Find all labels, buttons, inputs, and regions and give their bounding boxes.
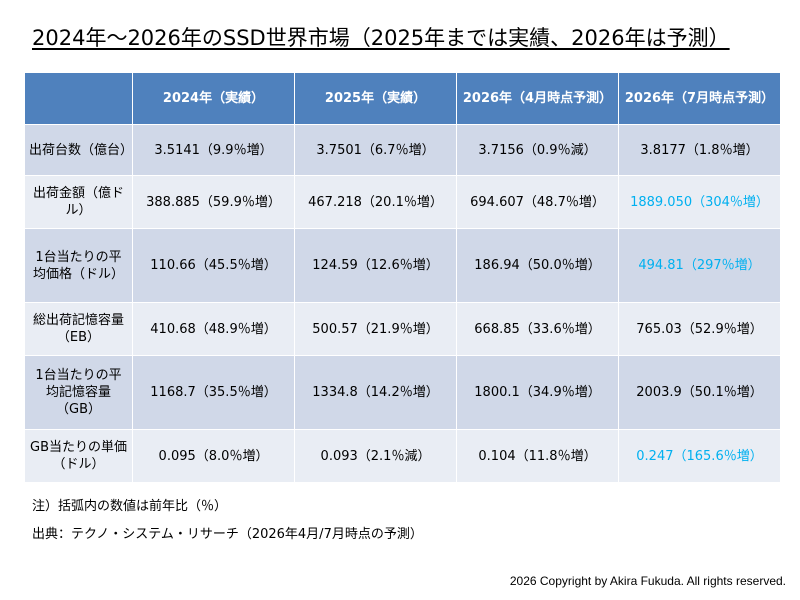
table-cell: 0.104（11.8％増） [456,429,619,483]
copyright-notice: 2026 Copyright by Akira Fukuda. All righ… [509,574,786,588]
table-cell: 3.7501（6.7％増） [294,124,457,176]
header-2024: 2024年（実績） [132,72,295,125]
table-cell: 1334.8（14.2％増） [294,355,457,430]
table-cell: 410.68（48.9％増） [132,302,295,356]
table-cell: 388.885（59.9％増） [132,175,295,229]
page-title: 2024年～2026年のSSD世界市場（2025年までは実績、2026年は予測） [32,26,730,50]
table-cell: 1800.1（34.9％増） [456,355,619,430]
header-2025: 2025年（実績） [294,72,457,125]
table-row: 1台当たりの平均価格（ドル） 110.66（45.5％増） 124.59（12.… [24,228,781,303]
table-cell: 765.03（52.9％増） [618,302,781,356]
table-cell-highlighted: 494.81（297％増） [618,228,781,303]
table-cell: 3.7156（0.9％減） [456,124,619,176]
footnote: 注）括弧内の数値は前年比（％） [32,499,228,514]
row-label-average-capacity: 1台当たりの平均記憶容量（GB） [24,355,133,430]
header-corner [24,72,133,125]
table-cell: 3.5141（9.9％増） [132,124,295,176]
table-row: 1台当たりの平均記憶容量（GB） 1168.7（35.5％増） 1334.8（1… [24,355,781,430]
table-cell: 2003.9（50.1％増） [618,355,781,430]
table-cell: 694.607（48.7％増） [456,175,619,229]
table-cell: 1168.7（35.5％増） [132,355,295,430]
table-row: 出荷台数（億台） 3.5141（9.9％増） 3.7501（6.7％増） 3.7… [24,124,781,176]
table-row: GB当たりの単価（ドル） 0.095（8.0％増） 0.093（2.1％減） 0… [24,429,781,483]
table-cell: 668.85（33.6％増） [456,302,619,356]
table-cell: 0.093（2.1％減） [294,429,457,483]
row-label-average-price: 1台当たりの平均価格（ドル） [24,228,133,303]
table-row: 出荷金額（億ドル） 388.885（59.9％増） 467.218（20.1％増… [24,175,781,229]
row-label-shipment-units: 出荷台数（億台） [24,124,133,176]
table-cell-highlighted: 1889.050（304％増） [618,175,781,229]
table-row: 総出荷記憶容量（EB） 410.68（48.9％増） 500.57（21.9％増… [24,302,781,356]
table-cell: 124.59（12.6％増） [294,228,457,303]
row-label-price-per-gb: GB当たりの単価（ドル） [24,429,133,483]
table-cell: 467.218（20.1％増） [294,175,457,229]
header-2026-july: 2026年（7月時点予測） [618,72,781,125]
row-label-shipment-value: 出荷金額（億ドル） [24,175,133,229]
ssd-market-table: 2024年（実績） 2025年（実績） 2026年（4月時点予測） 2026年（… [24,72,781,483]
table-cell: 0.095（8.0％増） [132,429,295,483]
source-note: 出典：テクノ・システム・リサーチ（2026年4月/7月時点の予測） [32,527,423,542]
table-cell-highlighted: 0.247（165.6％増） [618,429,781,483]
table-cell: 500.57（21.9％増） [294,302,457,356]
table-cell: 3.8177（1.8％増） [618,124,781,176]
table-cell: 110.66（45.5％増） [132,228,295,303]
row-label-total-capacity: 総出荷記憶容量（EB） [24,302,133,356]
header-2026-april: 2026年（4月時点予測） [456,72,619,125]
table-cell: 186.94（50.0％増） [456,228,619,303]
table-header-row: 2024年（実績） 2025年（実績） 2026年（4月時点予測） 2026年（… [24,72,781,125]
